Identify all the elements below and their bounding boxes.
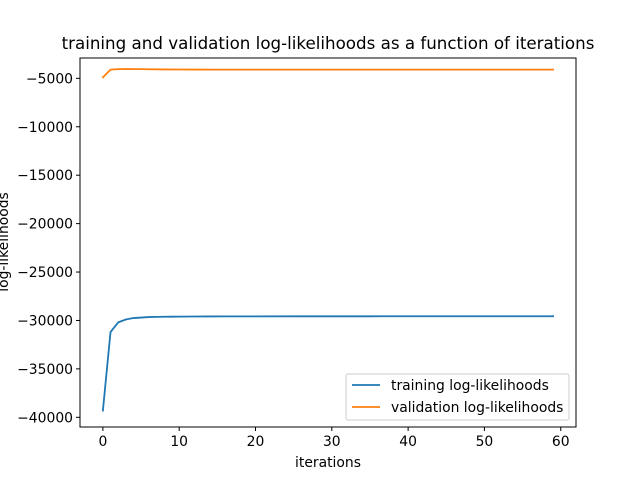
plot-frame bbox=[79, 57, 577, 428]
series-line-1 bbox=[101, 68, 555, 79]
x-tick-label: 30 bbox=[323, 434, 341, 450]
legend-box bbox=[345, 373, 570, 421]
x-tick-label: 60 bbox=[552, 434, 570, 450]
y-tick-label: −20000 bbox=[17, 217, 73, 233]
y-tick-label: −25000 bbox=[17, 265, 73, 281]
legend-label-validation: validation log-likelihoods bbox=[391, 400, 563, 416]
chart-title: training and validation log-likelihoods … bbox=[62, 33, 595, 53]
y-tick-label: −35000 bbox=[17, 362, 73, 378]
x-tick-label: 20 bbox=[247, 434, 265, 450]
x-tick-label: 10 bbox=[170, 434, 188, 450]
x-tick-label: 40 bbox=[399, 434, 417, 450]
y-tick-label: −5000 bbox=[26, 71, 73, 87]
y-tick-label: −40000 bbox=[17, 410, 73, 426]
x-tick-label: 50 bbox=[476, 434, 494, 450]
legend-label-training: training log-likelihoods bbox=[391, 378, 549, 394]
plot-area bbox=[101, 68, 555, 412]
y-tick-label: −15000 bbox=[17, 168, 73, 184]
y-tick-label: −30000 bbox=[17, 313, 73, 329]
axis-ticks: 0 10 20 30 40 50 60 −40000 −35000 −30000 −25000 −20… bbox=[17, 71, 569, 450]
legend: training log-likelihoods validation log-… bbox=[345, 373, 570, 421]
y-axis-label: log-likelihoods bbox=[0, 192, 12, 292]
x-axis-label: iterations bbox=[295, 455, 361, 471]
x-tick-label: 0 bbox=[98, 434, 107, 450]
series-line-0 bbox=[101, 315, 555, 412]
y-tick-label: −10000 bbox=[17, 120, 73, 136]
